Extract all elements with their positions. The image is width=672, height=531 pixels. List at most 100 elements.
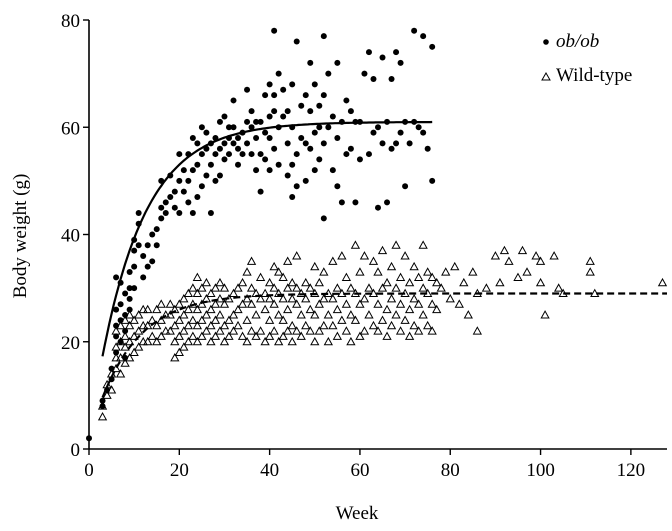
data-point-wild-type [278, 331, 288, 340]
data-point-wild-type [468, 267, 478, 276]
data-point-wild-type [359, 294, 370, 303]
data-point-wild-type [115, 353, 126, 362]
x-tick-label: 40 [260, 460, 279, 481]
data-point-wild-type [138, 320, 148, 330]
data-point-wild-type [192, 336, 203, 346]
data-point-ob-ob [144, 263, 151, 270]
data-point-ob-ob [158, 204, 165, 211]
data-point-ob-ob [271, 27, 278, 34]
data-point-wild-type [427, 272, 437, 281]
data-point-wild-type [517, 245, 528, 255]
y-tick-label: 80 [61, 11, 80, 32]
data-point-ob-ob [361, 70, 368, 77]
data-point-wild-type [305, 304, 315, 314]
data-point-wild-type [423, 320, 433, 330]
y-tick-label: 20 [61, 333, 80, 354]
data-point-wild-type [242, 294, 252, 303]
data-point-ob-ob [140, 274, 147, 281]
data-point-wild-type [391, 283, 401, 292]
data-point-wild-type [143, 336, 153, 346]
data-point-wild-type [188, 331, 198, 340]
data-point-wild-type [463, 310, 473, 319]
data-point-ob-ob [122, 290, 129, 297]
data-point-ob-ob [275, 70, 282, 77]
data-point-wild-type [323, 310, 333, 319]
data-point-wild-type [391, 240, 401, 249]
data-point-wild-type [228, 326, 239, 335]
data-point-wild-type [404, 277, 415, 287]
data-point-wild-type [224, 315, 234, 324]
data-point-ob-ob [221, 140, 228, 147]
data-point-ob-ob [235, 134, 242, 141]
data-point-ob-ob [311, 167, 318, 174]
data-point-wild-type [179, 294, 189, 303]
data-point-ob-ob [266, 113, 273, 120]
data-point-wild-type [201, 294, 212, 303]
data-point-ob-ob [253, 118, 260, 125]
data-point-wild-type [237, 277, 248, 287]
data-point-wild-type [368, 320, 379, 330]
data-point-ob-ob [365, 151, 372, 158]
data-point-wild-type [269, 283, 279, 292]
data-point-ob-ob [257, 151, 264, 158]
data-point-ob-ob [198, 183, 205, 190]
data-point-wild-type [134, 326, 144, 335]
data-point-wild-type [427, 326, 437, 335]
data-point-ob-ob [393, 49, 400, 56]
data-point-wild-type [301, 320, 311, 330]
data-point-ob-ob [289, 124, 296, 131]
data-point-wild-type [152, 304, 162, 314]
data-point-ob-ob [212, 134, 219, 141]
data-point-wild-type [228, 310, 239, 319]
data-point-wild-type [391, 310, 401, 319]
data-point-wild-type [278, 294, 288, 303]
data-point-wild-type [314, 277, 324, 287]
data-point-ob-ob [388, 145, 395, 152]
data-point-ob-ob [266, 167, 273, 174]
data-point-wild-type [499, 245, 510, 255]
data-point-ob-ob [244, 140, 251, 147]
data-point-ob-ob [302, 177, 309, 184]
data-point-ob-ob [203, 172, 210, 179]
data-point-wild-type [233, 304, 243, 314]
data-point-ob-ob [311, 129, 318, 136]
data-point-ob-ob [262, 156, 269, 163]
data-point-ob-ob [429, 177, 436, 184]
data-point-ob-ob [171, 204, 178, 211]
data-point-wild-type [260, 288, 270, 298]
data-point-wild-type [152, 320, 162, 330]
data-point-ob-ob [176, 151, 183, 158]
data-point-wild-type [147, 315, 157, 324]
data-point-wild-type [413, 299, 424, 308]
data-point-wild-type [111, 353, 121, 362]
data-point-wild-type [350, 288, 361, 298]
data-point-wild-type [657, 277, 668, 287]
data-point-wild-type [124, 310, 135, 319]
data-point-wild-type [459, 277, 469, 287]
y-tick-label: 0 [71, 440, 81, 461]
data-point-wild-type [332, 331, 343, 340]
data-point-wild-type [585, 267, 595, 276]
data-point-wild-type [274, 288, 284, 298]
data-point-wild-type [188, 299, 198, 308]
data-point-wild-type [310, 261, 320, 271]
y-tick-label: 40 [61, 226, 80, 247]
data-point-ob-ob [212, 177, 219, 184]
data-point-ob-ob [320, 215, 327, 222]
data-point-wild-type [368, 288, 379, 298]
data-point-ob-ob [244, 118, 251, 125]
data-point-wild-type [377, 283, 388, 292]
data-point-wild-type [432, 277, 442, 287]
data-point-ob-ob [135, 242, 142, 249]
data-point-wild-type [386, 294, 397, 303]
data-point-wild-type [156, 331, 166, 340]
data-point-wild-type [210, 299, 221, 308]
data-point-wild-type [400, 251, 410, 260]
data-point-ob-ob [180, 167, 187, 174]
data-point-wild-type [179, 310, 189, 319]
data-point-wild-type [102, 379, 112, 389]
data-point-ob-ob [167, 193, 174, 200]
data-point-wild-type [138, 304, 148, 314]
data-point-wild-type [341, 326, 352, 335]
